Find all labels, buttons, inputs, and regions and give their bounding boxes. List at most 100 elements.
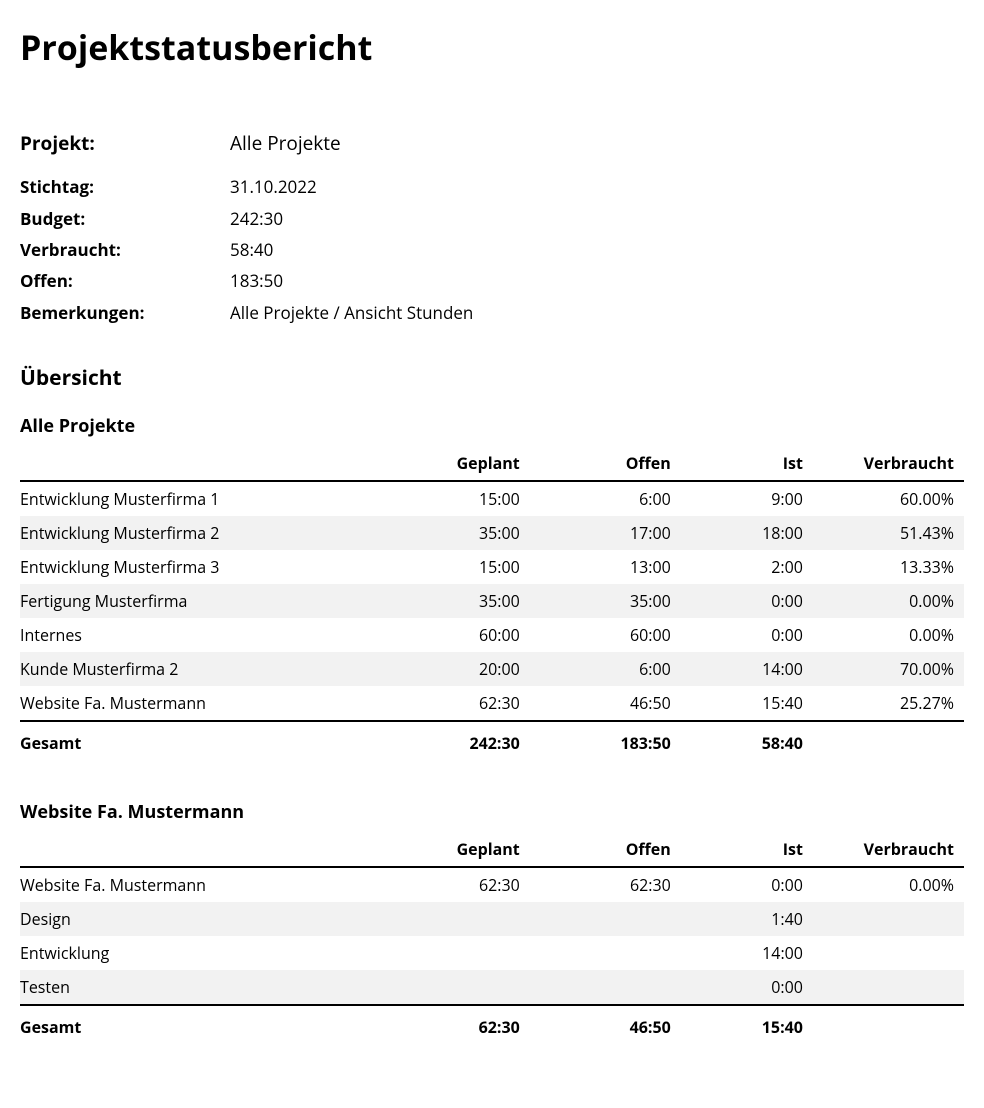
meta-value: 183:50 bbox=[230, 265, 283, 296]
col-header-ist: Ist bbox=[681, 446, 813, 481]
meta-row: Stichtag: 31.10.2022 bbox=[20, 171, 964, 202]
cell-offen: 13:00 bbox=[530, 550, 681, 584]
table-section: Alle Projekte Geplant Offen Ist Verbrauc… bbox=[20, 414, 964, 764]
cell-geplant: 62:30 bbox=[379, 867, 530, 902]
cell-name: Kunde Musterfirma 2 bbox=[20, 652, 379, 686]
meta-value: Alle Projekte bbox=[230, 126, 341, 161]
cell-ist: 0:00 bbox=[681, 867, 813, 902]
cell-verbraucht bbox=[813, 902, 964, 936]
cell-verbraucht: 0.00% bbox=[813, 618, 964, 652]
col-header-verbraucht: Verbraucht bbox=[813, 832, 964, 867]
cell-verbraucht: 51.43% bbox=[813, 516, 964, 550]
cell-name: Entwicklung Musterfirma 1 bbox=[20, 481, 379, 516]
col-header-verbraucht: Verbraucht bbox=[813, 446, 964, 481]
cell-name: Website Fa. Mustermann bbox=[20, 867, 379, 902]
meta-value: 58:40 bbox=[230, 234, 273, 265]
total-label: Gesamt bbox=[20, 1005, 379, 1048]
cell-ist: 14:00 bbox=[681, 652, 813, 686]
table-header-row: Geplant Offen Ist Verbraucht bbox=[20, 832, 964, 867]
meta-label: Verbraucht: bbox=[20, 234, 230, 265]
table-title: Website Fa. Mustermann bbox=[20, 800, 964, 824]
table-title: Alle Projekte bbox=[20, 414, 964, 438]
cell-offen bbox=[530, 902, 681, 936]
total-offen: 46:50 bbox=[530, 1005, 681, 1048]
meta-label: Stichtag: bbox=[20, 171, 230, 202]
col-header-geplant: Geplant bbox=[379, 832, 530, 867]
table-row: Website Fa. Mustermann62:3062:300:000.00… bbox=[20, 867, 964, 902]
table-row: Website Fa. Mustermann62:3046:5015:4025.… bbox=[20, 686, 964, 721]
meta-value: Alle Projekte / Ansicht Stunden bbox=[230, 297, 473, 328]
cell-offen: 6:00 bbox=[530, 481, 681, 516]
overview-table: Geplant Offen Ist Verbraucht Entwicklung… bbox=[20, 446, 964, 764]
cell-ist: 2:00 bbox=[681, 550, 813, 584]
cell-geplant: 15:00 bbox=[379, 550, 530, 584]
cell-name: Entwicklung Musterfirma 3 bbox=[20, 550, 379, 584]
meta-value: 242:30 bbox=[230, 203, 283, 234]
cell-ist: 0:00 bbox=[681, 618, 813, 652]
table-row: Kunde Musterfirma 220:006:0014:0070.00% bbox=[20, 652, 964, 686]
meta-row: Bemerkungen: Alle Projekte / Ansicht Stu… bbox=[20, 297, 964, 328]
cell-name: Design bbox=[20, 902, 379, 936]
cell-ist: 0:00 bbox=[681, 970, 813, 1005]
table-section: Website Fa. Mustermann Geplant Offen Ist… bbox=[20, 800, 964, 1048]
cell-geplant bbox=[379, 902, 530, 936]
cell-name: Website Fa. Mustermann bbox=[20, 686, 379, 721]
cell-geplant: 35:00 bbox=[379, 584, 530, 618]
meta-row: Offen: 183:50 bbox=[20, 265, 964, 296]
col-header-ist: Ist bbox=[681, 832, 813, 867]
cell-ist: 14:00 bbox=[681, 936, 813, 970]
cell-geplant: 20:00 bbox=[379, 652, 530, 686]
cell-verbraucht bbox=[813, 970, 964, 1005]
cell-verbraucht: 13.33% bbox=[813, 550, 964, 584]
cell-offen bbox=[530, 970, 681, 1005]
cell-verbraucht: 60.00% bbox=[813, 481, 964, 516]
page-title: Projektstatusbericht bbox=[20, 24, 964, 70]
col-header-offen: Offen bbox=[530, 446, 681, 481]
overview-heading: Übersicht bbox=[20, 364, 964, 392]
meta-value: 31.10.2022 bbox=[230, 171, 317, 202]
total-verbraucht bbox=[813, 1005, 964, 1048]
meta-row-project: Projekt: Alle Projekte bbox=[20, 126, 964, 161]
table-row: Entwicklung Musterfirma 315:0013:002:001… bbox=[20, 550, 964, 584]
table-row: Entwicklung Musterfirma 235:0017:0018:00… bbox=[20, 516, 964, 550]
table-body: Website Fa. Mustermann62:3062:300:000.00… bbox=[20, 867, 964, 1005]
total-ist: 15:40 bbox=[681, 1005, 813, 1048]
detail-table: Geplant Offen Ist Verbraucht Website Fa.… bbox=[20, 832, 964, 1048]
cell-geplant bbox=[379, 970, 530, 1005]
total-geplant: 62:30 bbox=[379, 1005, 530, 1048]
cell-geplant: 35:00 bbox=[379, 516, 530, 550]
cell-ist: 15:40 bbox=[681, 686, 813, 721]
cell-geplant: 60:00 bbox=[379, 618, 530, 652]
cell-offen: 17:00 bbox=[530, 516, 681, 550]
table-row: Testen0:00 bbox=[20, 970, 964, 1005]
cell-ist: 1:40 bbox=[681, 902, 813, 936]
col-header-geplant: Geplant bbox=[379, 446, 530, 481]
cell-ist: 0:00 bbox=[681, 584, 813, 618]
meta-label: Offen: bbox=[20, 265, 230, 296]
total-offen: 183:50 bbox=[530, 721, 681, 764]
table-row: Fertigung Musterfirma35:0035:000:000.00% bbox=[20, 584, 964, 618]
meta-label: Bemerkungen: bbox=[20, 297, 230, 328]
table-row: Entwicklung14:00 bbox=[20, 936, 964, 970]
table-header-row: Geplant Offen Ist Verbraucht bbox=[20, 446, 964, 481]
cell-geplant: 15:00 bbox=[379, 481, 530, 516]
cell-offen: 62:30 bbox=[530, 867, 681, 902]
cell-verbraucht: 25.27% bbox=[813, 686, 964, 721]
table-total-row: Gesamt 242:30 183:50 58:40 bbox=[20, 721, 964, 764]
table-row: Internes60:0060:000:000.00% bbox=[20, 618, 964, 652]
cell-name: Fertigung Musterfirma bbox=[20, 584, 379, 618]
cell-offen bbox=[530, 936, 681, 970]
total-verbraucht bbox=[813, 721, 964, 764]
meta-row: Budget: 242:30 bbox=[20, 203, 964, 234]
table-row: Entwicklung Musterfirma 115:006:009:0060… bbox=[20, 481, 964, 516]
col-header-offen: Offen bbox=[530, 832, 681, 867]
cell-name: Entwicklung Musterfirma 2 bbox=[20, 516, 379, 550]
table-row: Design 1:40 bbox=[20, 902, 964, 936]
cell-offen: 46:50 bbox=[530, 686, 681, 721]
meta-block: Projekt: Alle Projekte Stichtag: 31.10.2… bbox=[20, 126, 964, 328]
meta-label: Budget: bbox=[20, 203, 230, 234]
cell-offen: 35:00 bbox=[530, 584, 681, 618]
cell-ist: 9:00 bbox=[681, 481, 813, 516]
cell-offen: 60:00 bbox=[530, 618, 681, 652]
cell-geplant bbox=[379, 936, 530, 970]
